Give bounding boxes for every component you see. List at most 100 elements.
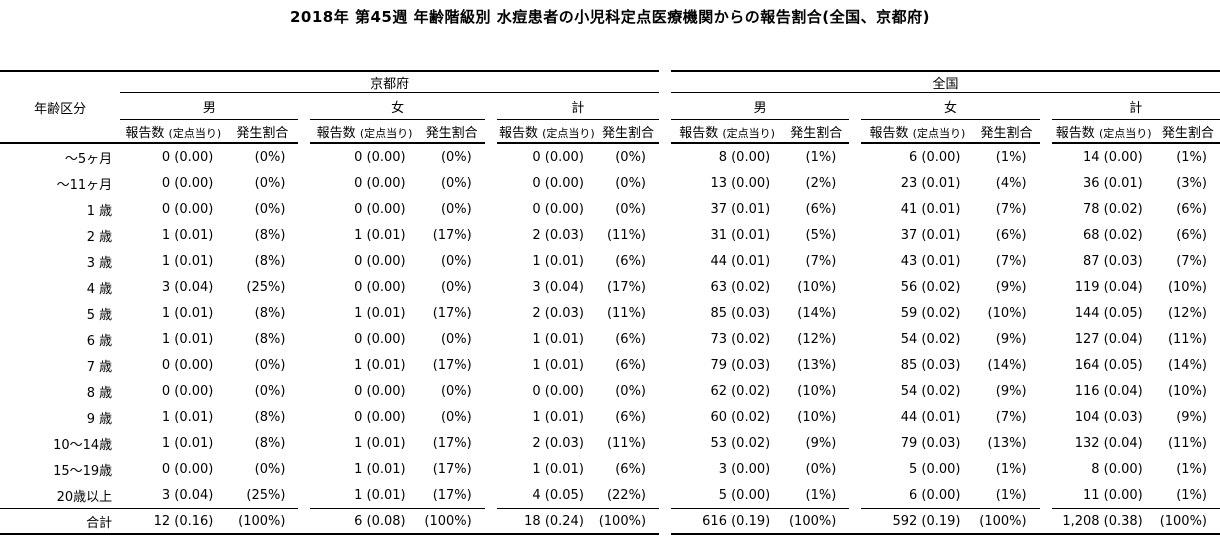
ratio-cell: (14%) <box>1167 357 1207 373</box>
column-gap <box>485 352 497 378</box>
ratio-cell: (11%) <box>606 435 647 451</box>
count-cell: 41 (0.01) <box>900 201 961 217</box>
count-cell: 1 (0.01) <box>161 253 214 269</box>
column-gap <box>659 196 671 222</box>
ratio-cell: (5%) <box>805 227 837 243</box>
column-gap <box>849 508 862 535</box>
ratio-cell: (0%) <box>440 409 472 425</box>
count-cell: 8 (0.00) <box>1091 461 1143 477</box>
count-column-header: 報告数 (定点当り) <box>310 119 419 144</box>
column-gap <box>849 326 861 352</box>
count-cell: 127 (0.04) <box>1074 331 1143 347</box>
age-cell: 4 歳 <box>86 281 113 297</box>
count-cell: 1 (0.01) <box>532 409 584 425</box>
column-gap <box>659 404 671 430</box>
count-cell: 3 (0.04) <box>161 487 214 503</box>
count-cell: 6 (0.08) <box>310 508 419 535</box>
column-gap <box>659 170 671 196</box>
count-cell: 2 (0.03) <box>532 305 584 321</box>
ratio-cell: (100%) <box>973 508 1040 535</box>
count-cell: 1 (0.01) <box>354 435 406 451</box>
count-cell: 1 (0.01) <box>354 357 406 373</box>
column-gap <box>298 196 310 222</box>
ratio-cell: (1%) <box>1176 487 1207 503</box>
count-cell: 0 (0.00) <box>161 383 214 399</box>
column-gap <box>298 378 310 404</box>
count-cell: 78 (0.02) <box>1082 201 1143 217</box>
sex-header-total: 計 <box>496 92 660 120</box>
sex-header-male: 男 <box>671 92 850 120</box>
age-cell: 8 歳 <box>86 385 113 401</box>
count-cell: 0 (0.00) <box>161 357 214 373</box>
ratio-cell: (0%) <box>440 383 472 399</box>
column-gap <box>849 248 861 274</box>
ratio-cell: (0%) <box>254 383 286 399</box>
column-gap <box>298 404 310 430</box>
ratio-cell: (9%) <box>995 383 1027 399</box>
count-cell: 616 (0.19) <box>671 508 784 535</box>
ratio-cell: (11%) <box>606 305 647 321</box>
ratio-cell: (0%) <box>254 357 286 373</box>
ratio-cell: (6%) <box>805 201 837 217</box>
ratio-cell: (0%) <box>440 331 472 347</box>
column-gap <box>1040 378 1052 404</box>
ratio-cell: (10%) <box>797 383 837 399</box>
sex-header-row: 男 女 計 男 女 計 <box>0 92 1220 120</box>
column-gap <box>849 222 861 248</box>
ratio-cell: (0%) <box>440 175 472 191</box>
ratio-cell: (0%) <box>805 461 837 477</box>
ratio-cell: (8%) <box>254 331 286 347</box>
count-cell: 59 (0.02) <box>900 305 961 321</box>
ratio-cell: (6%) <box>995 227 1027 243</box>
count-cell: 3 (0.04) <box>532 279 584 295</box>
count-cell: 1 (0.01) <box>532 461 584 477</box>
count-cell: 44 (0.01) <box>900 409 961 425</box>
count-cell: 0 (0.00) <box>161 149 214 165</box>
count-cell: 85 (0.03) <box>900 357 961 373</box>
count-cell: 3 (0.04) <box>161 279 214 295</box>
region-header-kyoto: 京都府 <box>120 70 660 93</box>
count-cell: 0 (0.00) <box>354 149 406 165</box>
ratio-cell: (25%) <box>246 279 286 295</box>
count-cell: 11 (0.00) <box>1082 487 1143 503</box>
column-gap <box>1040 274 1052 300</box>
count-cell: 144 (0.05) <box>1074 305 1143 321</box>
column-gap <box>1040 93 1052 120</box>
column-gap <box>849 404 861 430</box>
count-cell: 1 (0.01) <box>354 461 406 477</box>
ratio-cell: (0%) <box>440 201 472 217</box>
column-gap <box>1040 430 1052 456</box>
ratio-cell: (10%) <box>797 409 837 425</box>
age-cell: 7 歳 <box>86 359 113 375</box>
count-cell: 37 (0.01) <box>710 201 771 217</box>
ratio-cell: (17%) <box>606 279 647 295</box>
ratio-cell: (0%) <box>254 461 286 477</box>
ratio-cell: (8%) <box>254 253 286 269</box>
ratio-cell: (10%) <box>1167 383 1207 399</box>
count-cell: 2 (0.03) <box>532 227 584 243</box>
ratio-cell: (11%) <box>606 227 647 243</box>
count-cell: 3 (0.00) <box>718 461 771 477</box>
count-cell: 0 (0.00) <box>354 409 406 425</box>
ratio-cell: (8%) <box>254 409 286 425</box>
column-gap <box>659 120 671 144</box>
count-cell: 1 (0.01) <box>532 253 584 269</box>
ratio-cell: (11%) <box>1167 435 1207 451</box>
count-cell: 1 (0.01) <box>354 305 406 321</box>
ratio-cell: (12%) <box>1167 305 1207 321</box>
count-cell: 1 (0.01) <box>354 487 406 503</box>
table-row: 7 歳 0 (0.00) (0%) 1 (0.01) (17%) 1 (0.01) (6%)… <box>0 352 1220 378</box>
count-cell: 44 (0.01) <box>710 253 771 269</box>
column-gap <box>659 326 671 352</box>
column-gap <box>659 482 671 509</box>
ratio-cell: (0%) <box>615 175 647 191</box>
count-cell: 23 (0.01) <box>900 175 961 191</box>
column-gap <box>1040 170 1052 196</box>
ratio-cell: (7%) <box>995 253 1027 269</box>
count-cell: 12 (0.16) <box>120 508 227 535</box>
column-gap <box>298 93 310 120</box>
region-header-national: 全国 <box>671 70 1220 93</box>
count-cell: 1 (0.01) <box>161 435 214 451</box>
column-gap <box>298 508 311 535</box>
column-gap <box>1040 326 1052 352</box>
